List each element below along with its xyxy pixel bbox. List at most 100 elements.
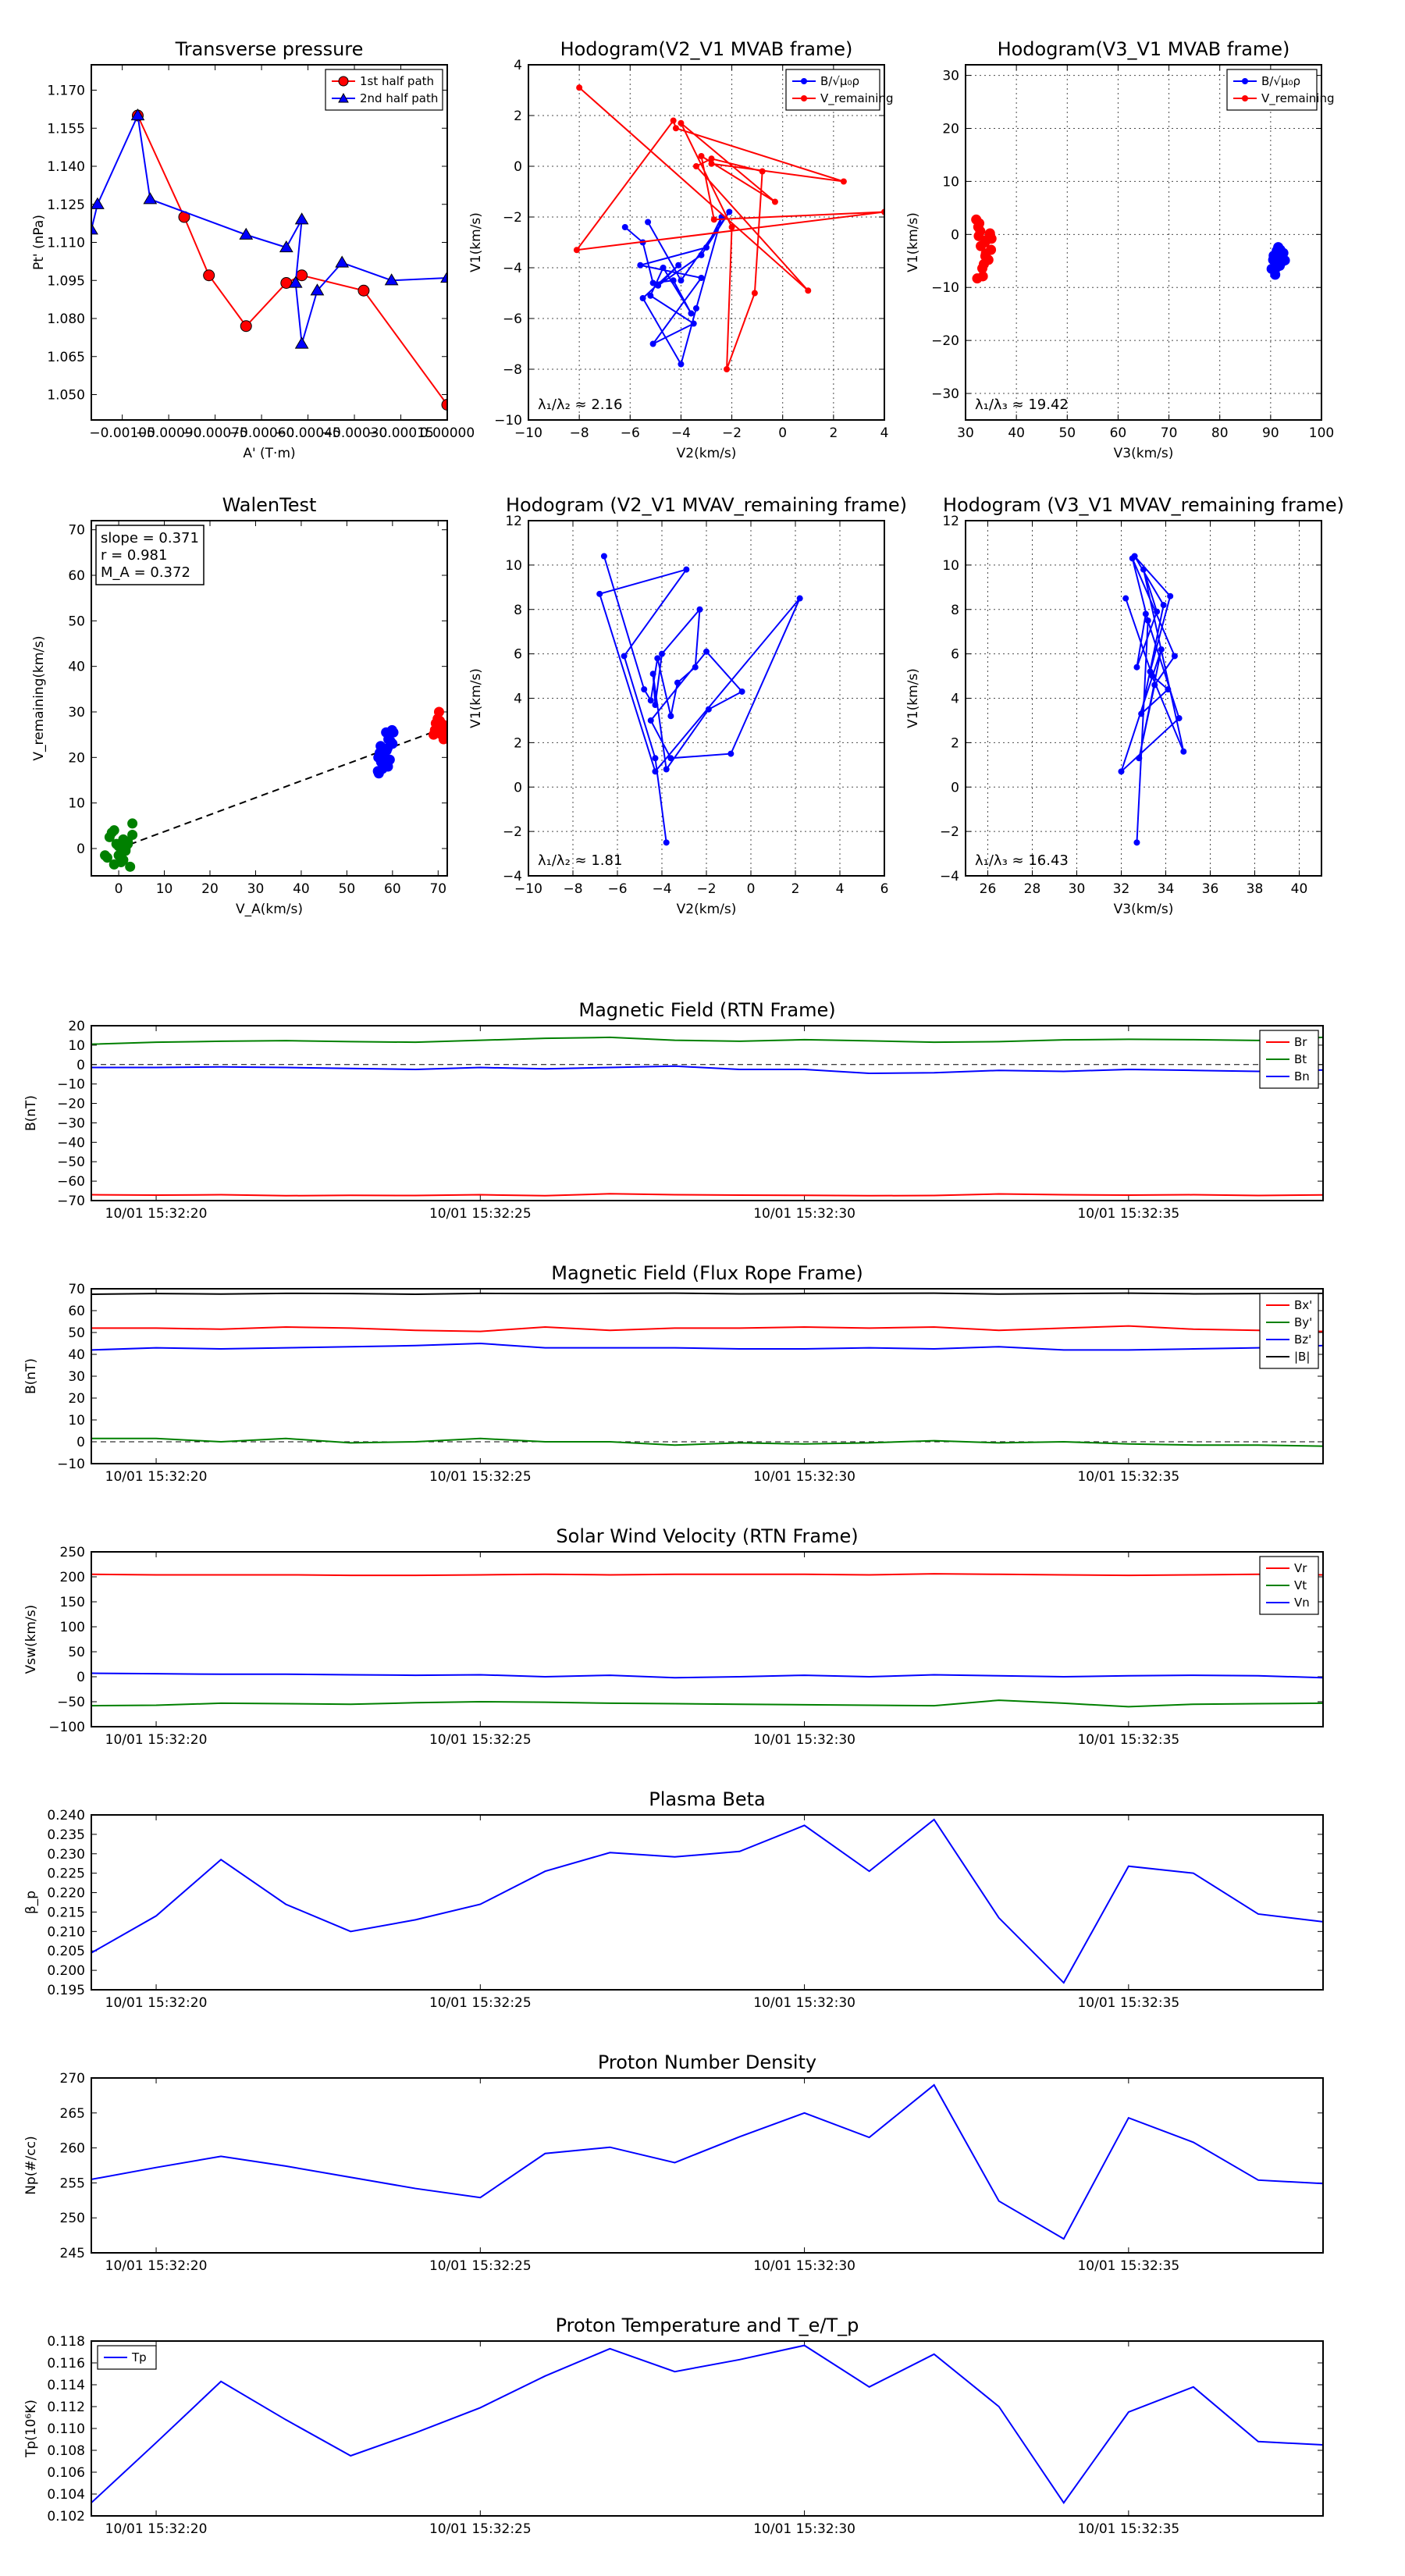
pt-xtick-label: −0.00075 <box>182 425 248 441</box>
tp-frame <box>91 2340 1324 2517</box>
hodo1-series-v-remaining-point <box>710 216 717 223</box>
b_rtn-xtick-label: 10/01 15:32:30 <box>753 1206 855 1222</box>
hodo1-ytick-label: 2 <box>514 109 522 124</box>
hodo3-series-v-remaining-point <box>692 664 699 671</box>
np-ytick-label: 250 <box>60 2211 85 2226</box>
walen-xtick-label: 0 <box>115 881 123 897</box>
pt-legend: 1st half path 2nd half path <box>325 69 443 111</box>
np-series-np-line <box>91 2083 1323 2240</box>
vsw-ytick-label: 100 <box>60 1620 85 1635</box>
hodo1-series-v-remaining-point <box>840 178 847 185</box>
pt-ytick-label: 1.125 <box>47 197 85 213</box>
pt-series-2nd-half-path-point <box>384 273 399 286</box>
walen-annotation-box <box>95 525 205 585</box>
hodo4-series-v-remaining-point <box>1176 715 1183 722</box>
b_fr-xtick-label: 10/01 15:32:30 <box>753 1469 855 1485</box>
pt-legend-box <box>325 69 443 111</box>
tp-series-tp-line <box>91 2344 1323 2504</box>
vsw-xtick-label: 10/01 15:32:30 <box>753 1732 855 1748</box>
hodo2-series-v-remaining-point <box>974 218 985 229</box>
hodo3-ylabel: V1(km/s) <box>468 668 484 728</box>
b_rtn-frame <box>91 1025 1324 1201</box>
vsw-xtick-label: 10/01 15:32:20 <box>105 1732 208 1748</box>
hodo2-xtick-label: 90 <box>1262 425 1279 441</box>
hodo2-xtick-label: 70 <box>1161 425 1178 441</box>
b_rtn-legend-label: Bn <box>1294 1069 1310 1083</box>
hodo1-xtick-label: −4 <box>671 425 691 441</box>
hodo4-ytick-label: −4 <box>940 869 959 884</box>
beta-ytick-label: 0.215 <box>47 1905 85 1920</box>
walen-ytick-label: 30 <box>68 705 85 720</box>
pt-series-2nd-half-path-point <box>294 336 309 349</box>
hodo1-series-b--point <box>678 361 685 368</box>
walen-frame <box>91 520 448 877</box>
tp-ytick-label: 0.106 <box>47 2465 85 2481</box>
pt-xtick-label: −0.00060 <box>229 425 295 441</box>
pt-ytick-label: 1.170 <box>47 84 85 99</box>
hodo1-series-b--point <box>698 251 705 258</box>
np-xtick-label: 10/01 15:32:25 <box>429 2258 532 2274</box>
hodo2-series-v-remaining-point <box>980 251 991 262</box>
beta-ylabel: β_p <box>23 1891 39 1914</box>
hodo3-series-v-remaining-point <box>696 606 703 613</box>
hodo4-ytick-label: 12 <box>942 514 959 529</box>
pt-series-2nd-half-path-point <box>310 283 325 296</box>
hodo2-series-v-remaining-point <box>976 263 987 274</box>
pt-xtick-label: −0.00030 <box>322 425 388 441</box>
pt-series-2nd-half-path-point <box>279 240 293 253</box>
tp-ylabel: Tp(10⁶K) <box>23 2400 39 2458</box>
pt-ytick-label: 1.050 <box>47 388 85 404</box>
hodo4-annotation: λ₁/λ₃ ≈ 16.43 <box>975 852 1069 869</box>
walen-ylabel: V_remaining(km/s) <box>31 635 47 760</box>
vsw-ylabel: Vsw(km/s) <box>23 1605 39 1674</box>
hodo4-xtick-label: 38 <box>1247 881 1264 897</box>
tp-xtick-label: 10/01 15:32:20 <box>105 2521 208 2537</box>
hodo4-xtick-label: 30 <box>1069 881 1086 897</box>
b_rtn-xtick-label: 10/01 15:32:35 <box>1077 1206 1179 1222</box>
b_fr-ylabel: B(nT) <box>23 1358 39 1394</box>
hodo2-xtick-label: 80 <box>1211 425 1229 441</box>
pt-legend-label: 1st half path <box>360 74 434 88</box>
vsw-xtick-label: 10/01 15:32:35 <box>1077 1732 1179 1748</box>
pt-series-2nd-half-path-point <box>335 255 350 268</box>
tp-ytick-label: 0.108 <box>47 2443 85 2459</box>
hodo4-ytick-label: 10 <box>942 558 959 574</box>
beta-xtick-label: 10/01 15:32:25 <box>429 1995 532 2011</box>
hodo1-series-b--point <box>660 265 667 271</box>
hodo1-series-v-remaining-point <box>576 84 583 91</box>
b_fr-legend-label: Bz' <box>1294 1332 1311 1347</box>
hodo3-series-v-remaining-point <box>796 595 803 602</box>
pt-legend-label: 2nd half path <box>360 91 438 105</box>
hodo4-series-v-remaining-point <box>1160 602 1167 609</box>
hodo2-xlabel: V3(km/s) <box>1114 446 1174 461</box>
hodo1-ytick-label: −10 <box>494 413 522 429</box>
hodo1-legend-label: V_remaining <box>820 91 894 106</box>
pt-ytick-label: 1.065 <box>47 350 85 365</box>
hodo3-ytick-label: −2 <box>503 824 522 840</box>
hodo3-xtick-label: 6 <box>880 881 889 897</box>
hodo3-series-v-remaining-point <box>649 671 656 678</box>
b_fr-ytick-label: 10 <box>68 1413 85 1429</box>
hodo3-series-v-remaining-point <box>705 706 712 713</box>
hodo4-xtick-label: 40 <box>1291 881 1308 897</box>
b_fr-series--b--line <box>91 1292 1323 1296</box>
pt-series-1st-half-path-point <box>203 269 215 282</box>
b_rtn-title: Magnetic Field (RTN Frame) <box>578 999 835 1021</box>
hodo4-series-v-remaining-point <box>1122 595 1129 602</box>
hodo4-chart: Hodogram (V3_V1 MVAV_remaining frame)26 2… <box>905 494 1344 917</box>
hodo1-series-v-remaining-point <box>670 117 677 124</box>
beta-ytick-label: 0.240 <box>47 1808 85 1823</box>
hodo3-series-v-remaining-point <box>663 766 670 773</box>
walen-series-green-point <box>101 852 112 863</box>
hodo1-series-b--point <box>698 275 705 281</box>
hodo3-chart: Hodogram (V2_V1 MVAV_remaining frame) −10… <box>468 494 907 917</box>
hodo3-ytick-label: 2 <box>514 735 522 751</box>
walen-series-blue-point <box>375 741 386 752</box>
hodo3-series-v-remaining-point <box>641 686 648 693</box>
hodo1-series-b--point <box>649 279 656 286</box>
hodo4-series-v-remaining-point <box>1180 748 1187 755</box>
hodo4-ytick-label: 8 <box>951 603 959 618</box>
hodo2-ytick-label: −10 <box>931 280 959 296</box>
vsw-series-vn-line <box>91 1672 1323 1679</box>
pt-series-2nd-half-path-line <box>91 112 447 344</box>
